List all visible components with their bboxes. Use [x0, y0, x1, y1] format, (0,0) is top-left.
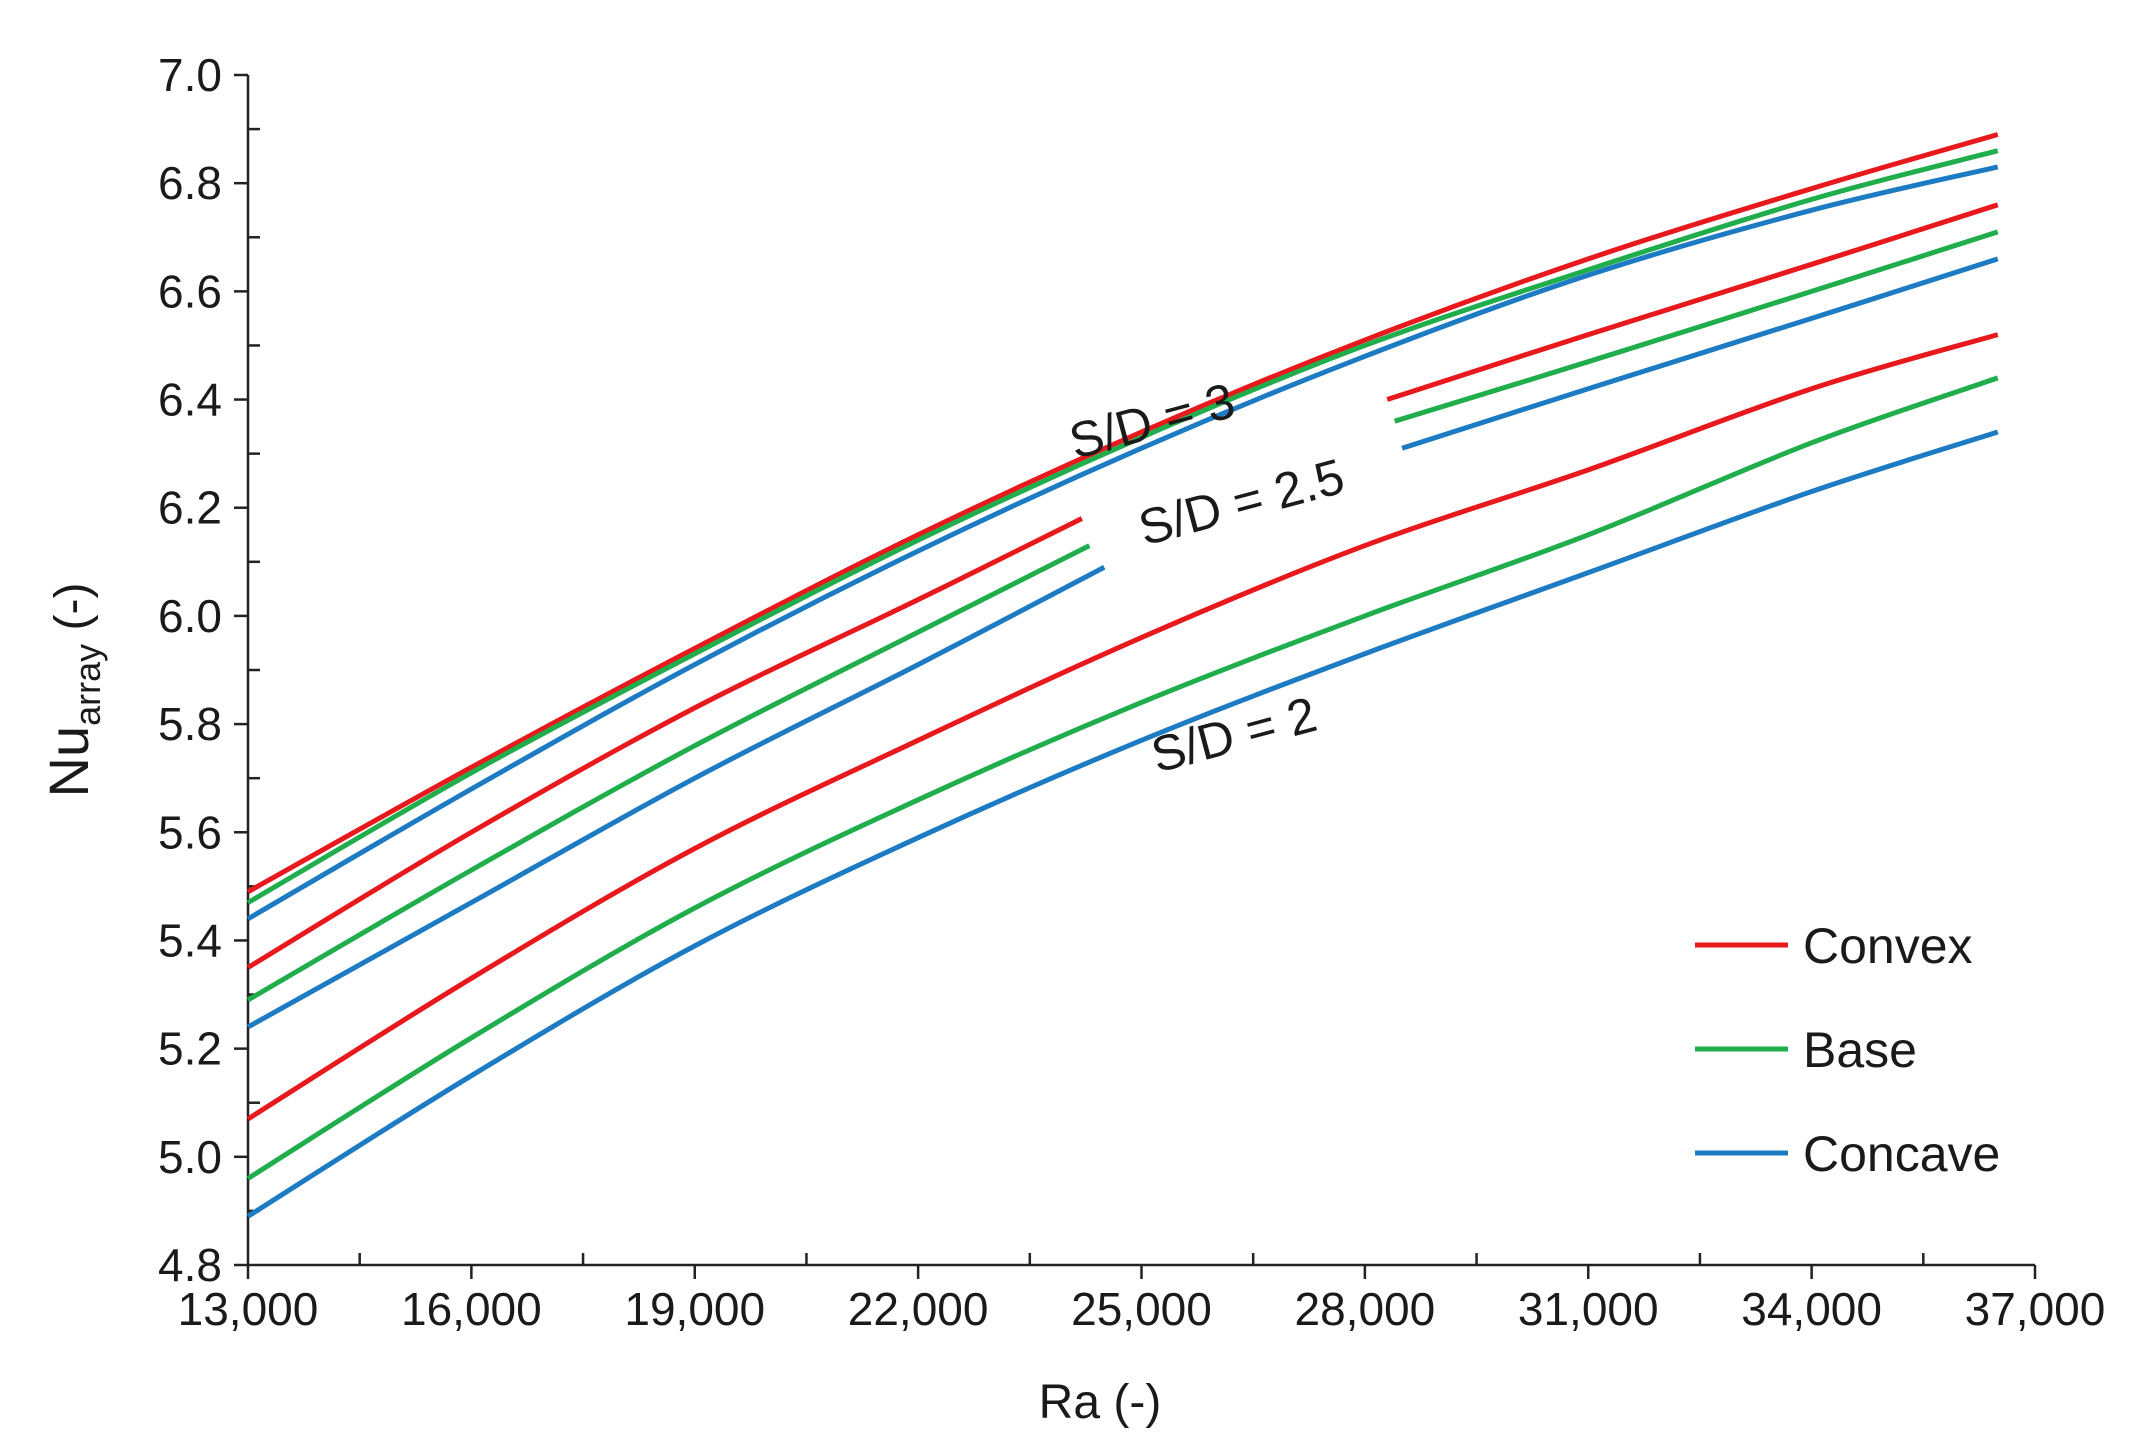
- legend: Convex Base Concave: [1695, 918, 2000, 1182]
- annotation-s-d-2: S/D = 2: [1145, 686, 1322, 784]
- x-tick-label: 37,000: [1965, 1283, 2106, 1335]
- legend-label-convex: Convex: [1803, 918, 1973, 974]
- y-axis-title: Nuarray (-): [37, 583, 108, 798]
- y-tick-label: 5.2: [158, 1023, 222, 1075]
- series-line-base-s-d-2: [246, 375, 1999, 1181]
- series-line-convex-s-d-3: [246, 132, 1999, 894]
- x-tick-label: 13,000: [178, 1283, 319, 1335]
- axes-layer: 4.8 5.0 5.2 5.4 5.6 5.8 6.0 6.2 6.4 6.6 6.8 7.0 13,0…: [158, 49, 2105, 1335]
- series-line-convex-s-d-2-5: [1386, 202, 1999, 402]
- y-tick-label: 6.2: [158, 482, 222, 534]
- legend-label-concave: Concave: [1803, 1126, 2000, 1182]
- series-line-base-s-d-3: [246, 148, 1999, 905]
- x-tick-label: 16,000: [401, 1283, 542, 1335]
- series-layer: [246, 132, 1999, 1219]
- y-tick-label: 5.6: [158, 806, 222, 858]
- x-axis-title: Ra (-): [1039, 1376, 1162, 1429]
- y-axis-title-subscript: array: [67, 644, 108, 726]
- y-tick-label: 5.8: [158, 698, 222, 750]
- y-tick-label: 6.8: [158, 157, 222, 209]
- x-tick-label: 25,000: [1071, 1283, 1212, 1335]
- series-line-base-s-d-2-5: [1393, 229, 1999, 424]
- x-tick-label: 19,000: [624, 1283, 765, 1335]
- y-tick-label: 6.6: [158, 265, 222, 317]
- annotation-s-d-2-5: S/D = 2.5: [1133, 448, 1350, 556]
- y-tick-label: 6.0: [158, 590, 222, 642]
- series-line-concave-s-d-2-5: [246, 565, 1106, 1030]
- x-tick-label: 34,000: [1741, 1283, 1882, 1335]
- x-tick-label: 28,000: [1295, 1283, 1436, 1335]
- series-line-base-s-d-2-5: [246, 543, 1091, 1003]
- y-tick-label: 5.0: [158, 1131, 222, 1183]
- y-tick-label: 4.8: [158, 1239, 222, 1291]
- series-line-convex-s-d-2-5: [246, 516, 1084, 970]
- series-line-concave-s-d-3: [246, 164, 1999, 921]
- x-tick-label: 31,000: [1518, 1283, 1659, 1335]
- series-line-concave-s-d-2-5: [1401, 256, 1999, 451]
- y-axis-title-unit: (-): [46, 583, 99, 644]
- y-axis-title-base: Nu: [37, 726, 100, 798]
- y-tick-label: 6.4: [158, 374, 222, 426]
- x-tick-label: 22,000: [848, 1283, 989, 1335]
- series-line-convex-s-d-2: [246, 332, 1999, 1122]
- annotation-layer: S/D = 3S/D = 2.5 S/D = 2: [1064, 372, 1350, 783]
- legend-label-base: Base: [1803, 1022, 1917, 1078]
- y-tick-label: 5.4: [158, 914, 222, 966]
- y-tick-label: 7.0: [158, 49, 222, 101]
- annotation-s-d-3: S/D = 3: [1064, 372, 1241, 470]
- series-line-concave-s-d-2: [246, 429, 1999, 1219]
